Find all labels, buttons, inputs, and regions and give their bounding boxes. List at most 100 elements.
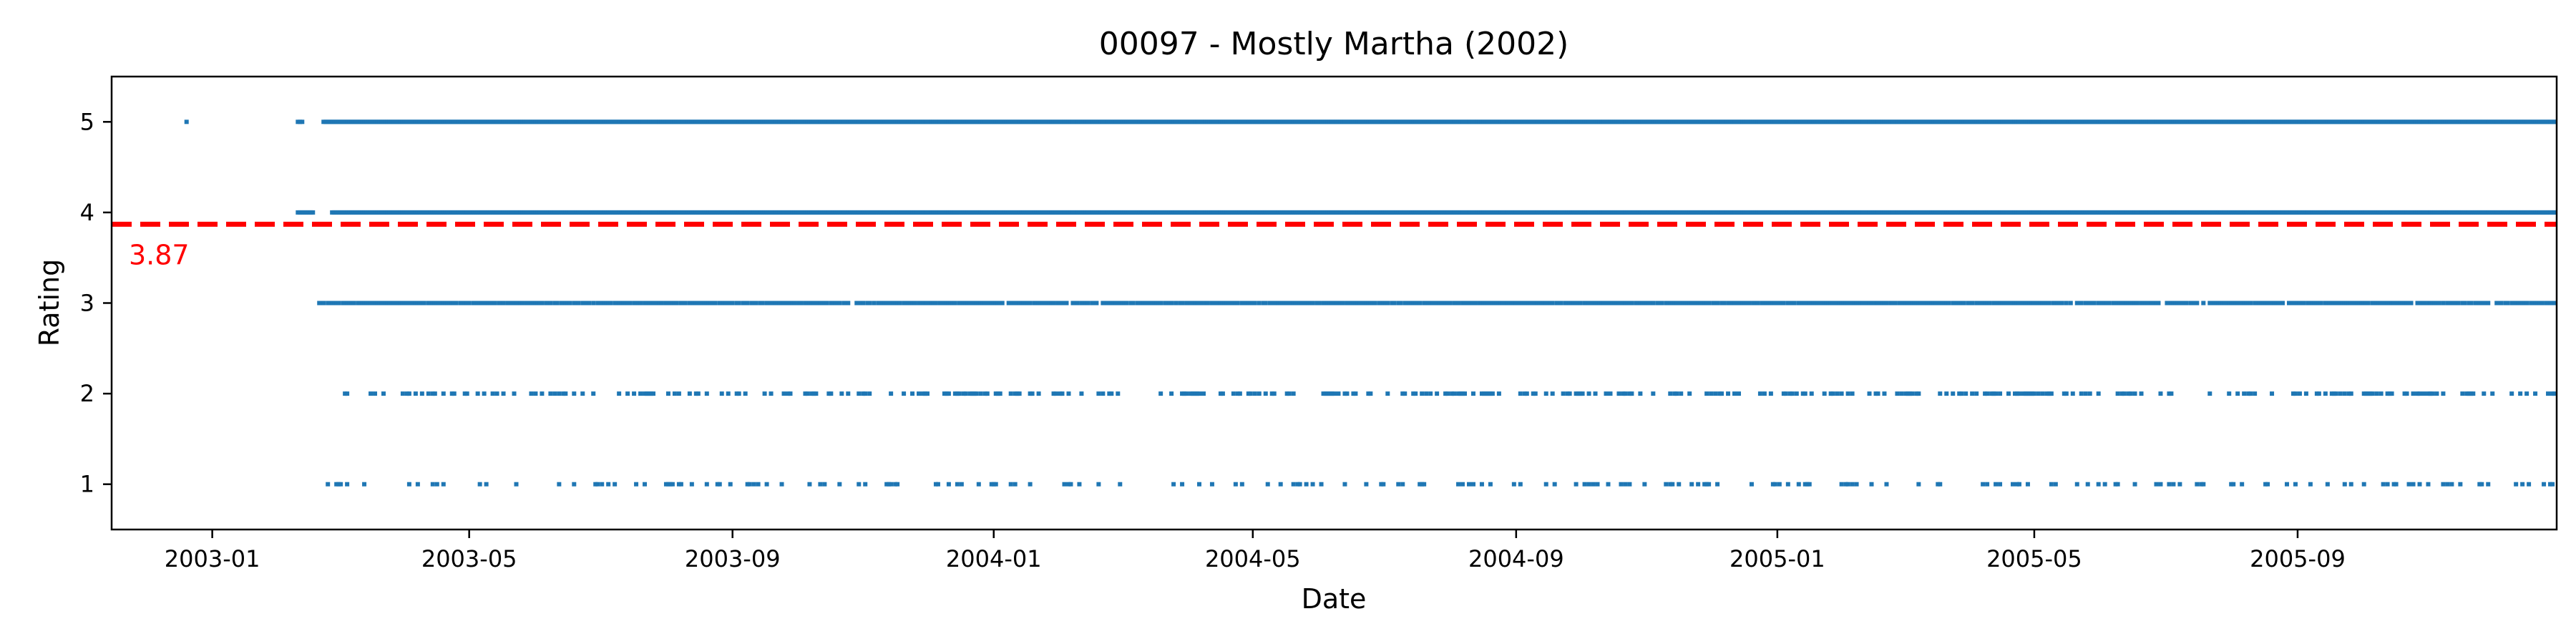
data-point bbox=[415, 482, 420, 487]
data-point bbox=[1467, 482, 1472, 487]
data-point bbox=[432, 391, 437, 396]
data-point bbox=[696, 391, 701, 396]
data-point bbox=[2385, 482, 2390, 487]
data-point bbox=[2406, 482, 2411, 487]
data-point bbox=[2145, 301, 2150, 306]
data-point bbox=[1595, 482, 1600, 487]
data-point bbox=[2195, 482, 2200, 487]
data-point bbox=[2374, 391, 2379, 396]
data-point bbox=[1422, 482, 1427, 487]
data-point bbox=[1180, 301, 1185, 306]
data-point bbox=[567, 301, 572, 306]
data-point bbox=[362, 482, 367, 487]
data-point bbox=[1713, 391, 1718, 396]
data-point bbox=[338, 482, 343, 487]
data-point bbox=[1845, 482, 1850, 487]
data-point bbox=[1642, 482, 1647, 487]
data-point bbox=[2471, 391, 2476, 396]
data-point bbox=[1490, 391, 1495, 396]
data-point bbox=[1785, 482, 1790, 487]
x-axis-label: Date bbox=[1302, 583, 1367, 615]
data-point bbox=[846, 301, 851, 306]
data-point bbox=[1707, 301, 1712, 306]
data-point bbox=[1233, 482, 1238, 487]
data-point bbox=[1124, 301, 1129, 306]
data-point bbox=[863, 391, 868, 396]
data-point bbox=[617, 391, 622, 396]
data-point bbox=[857, 391, 862, 396]
data-point bbox=[548, 301, 553, 306]
data-point bbox=[1385, 301, 1390, 306]
data-point bbox=[2248, 391, 2253, 396]
data-point bbox=[638, 301, 643, 306]
data-point bbox=[1209, 482, 1214, 487]
data-point bbox=[587, 301, 592, 306]
x-axis: 2003-01 2003-05 2003-09 2004-01 2004-05 2004-… bbox=[165, 530, 2346, 572]
data-point bbox=[1944, 391, 1949, 396]
data-point bbox=[2527, 482, 2532, 487]
data-point bbox=[1998, 391, 2003, 396]
data-point bbox=[2411, 391, 2416, 396]
data-point bbox=[2411, 482, 2416, 487]
data-point bbox=[2308, 482, 2313, 487]
data-point bbox=[2265, 482, 2270, 487]
data-point bbox=[985, 391, 990, 396]
data-point bbox=[1131, 301, 1136, 306]
x-tick-label: 2004-09 bbox=[1468, 545, 1564, 572]
data-point bbox=[1171, 482, 1176, 487]
data-point bbox=[1053, 391, 1058, 396]
x-tick-label: 2005-01 bbox=[1729, 545, 1825, 572]
data-point bbox=[1319, 482, 1324, 487]
data-point bbox=[2370, 391, 2375, 396]
data-point bbox=[1850, 391, 1855, 396]
data-point bbox=[484, 482, 489, 487]
data-point bbox=[373, 391, 378, 396]
data-point bbox=[2276, 301, 2281, 306]
data-point bbox=[764, 482, 769, 487]
data-point bbox=[1899, 391, 1904, 396]
data-point bbox=[2064, 301, 2069, 306]
data-point bbox=[781, 301, 786, 306]
data-point bbox=[1116, 391, 1121, 396]
data-point bbox=[625, 391, 630, 396]
data-point bbox=[1470, 482, 1475, 487]
data-point bbox=[1543, 482, 1548, 487]
data-point bbox=[2177, 482, 2182, 487]
data-point bbox=[2441, 482, 2446, 487]
data-point bbox=[2462, 301, 2467, 306]
data-point bbox=[1558, 301, 1563, 306]
data-point bbox=[1448, 301, 1453, 306]
data-point bbox=[1263, 391, 1268, 396]
data-point bbox=[1802, 391, 1807, 396]
data-point bbox=[1679, 391, 1684, 396]
data-point bbox=[924, 391, 930, 396]
data-point bbox=[2053, 482, 2058, 487]
data-point bbox=[1845, 391, 1850, 396]
data-point bbox=[2135, 301, 2140, 306]
data-point bbox=[2064, 391, 2069, 396]
data-point bbox=[2514, 482, 2519, 487]
data-point bbox=[2158, 482, 2163, 487]
data-point bbox=[799, 301, 804, 306]
data-point bbox=[1511, 482, 1516, 487]
data-point bbox=[2524, 301, 2529, 306]
data-point bbox=[2379, 391, 2384, 396]
data-point bbox=[822, 482, 827, 487]
data-point bbox=[1629, 391, 1634, 396]
data-point bbox=[467, 301, 472, 306]
data-point bbox=[839, 391, 844, 396]
data-point bbox=[421, 301, 426, 306]
data-point bbox=[1368, 391, 1373, 396]
data-point bbox=[670, 482, 675, 487]
x-tick-label: 2003-01 bbox=[165, 545, 260, 572]
data-point bbox=[1000, 301, 1005, 306]
data-point bbox=[2083, 391, 2088, 396]
data-point bbox=[1467, 301, 1472, 306]
data-point bbox=[1385, 391, 1390, 396]
data-point bbox=[1664, 482, 1669, 487]
data-point bbox=[2207, 391, 2212, 396]
data-point bbox=[1987, 301, 1992, 306]
data-point bbox=[719, 391, 724, 396]
data-point bbox=[2169, 391, 2174, 396]
data-point bbox=[2445, 482, 2450, 487]
